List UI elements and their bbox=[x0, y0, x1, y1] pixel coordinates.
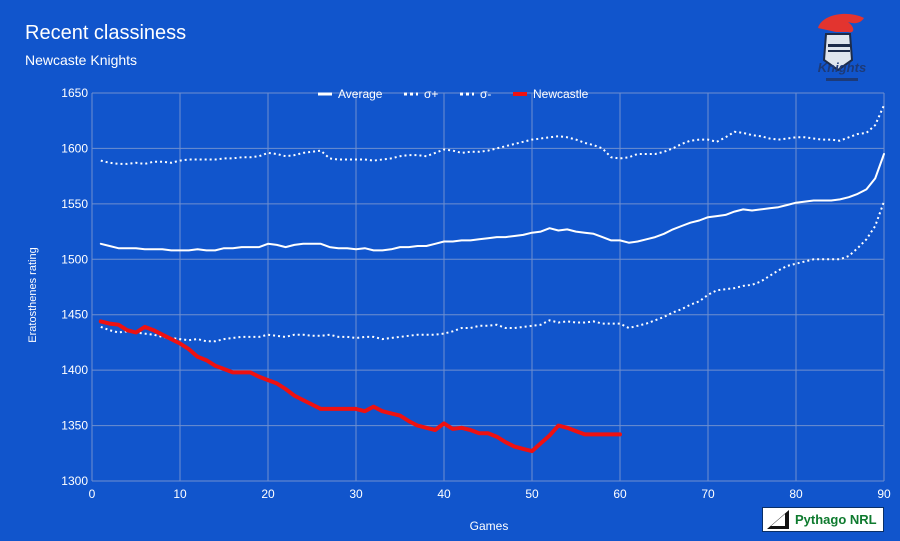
pythago-logo-icon bbox=[765, 508, 791, 531]
x-tick-label: 40 bbox=[437, 487, 451, 501]
x-tick-label: 80 bbox=[789, 487, 803, 501]
legend-label: Newcastle bbox=[533, 87, 589, 101]
knights-logo-icon: Knights bbox=[808, 10, 878, 90]
y-axis-label: Eratosthenes rating bbox=[27, 247, 39, 342]
y-tick-label: 1350 bbox=[61, 419, 88, 433]
series-line-2 bbox=[100, 104, 885, 165]
series-lines bbox=[98, 104, 885, 454]
series-line-3 bbox=[100, 201, 885, 343]
y-tick-label: 1500 bbox=[61, 252, 88, 266]
x-tick-label: 30 bbox=[349, 487, 363, 501]
legend-label: σ+ bbox=[424, 87, 438, 101]
x-tick-label: 0 bbox=[89, 487, 96, 501]
y-tick-label: 1550 bbox=[61, 197, 88, 211]
legend-label: σ- bbox=[480, 87, 491, 101]
series-line-4 bbox=[98, 319, 622, 454]
chart-title: Recent classiness bbox=[25, 22, 187, 44]
pythago-badge-text: Pythago NRL bbox=[795, 512, 877, 527]
y-tick-label: 1650 bbox=[61, 86, 88, 100]
x-tick-label: 70 bbox=[701, 487, 715, 501]
y-tick-label: 1450 bbox=[61, 308, 88, 322]
x-tick-label: 10 bbox=[173, 487, 187, 501]
series-line-1 bbox=[99, 153, 885, 252]
y-tick-label: 1600 bbox=[61, 141, 88, 155]
chart-subtitle: Newcaste Knights bbox=[25, 52, 138, 68]
knights-logo-text: Knights bbox=[818, 60, 866, 75]
x-tick-label: 50 bbox=[525, 487, 539, 501]
y-tick-label: 1300 bbox=[61, 474, 88, 488]
legend: Average σ+ σ- Newcastle bbox=[318, 87, 589, 101]
x-axis-label: Games bbox=[470, 519, 509, 533]
x-tick-labels: 0 10 20 30 40 50 60 70 80 90 bbox=[89, 487, 891, 501]
x-tick-label: 20 bbox=[261, 487, 275, 501]
x-tick-label: 60 bbox=[613, 487, 627, 501]
y-tick-labels: 1300 1350 1400 1450 1500 1550 1600 1650 bbox=[61, 86, 88, 488]
pythago-badge: Pythago NRL bbox=[762, 507, 884, 532]
y-tick-label: 1400 bbox=[61, 363, 88, 377]
x-tick-label: 90 bbox=[877, 487, 891, 501]
legend-label: Average bbox=[338, 87, 383, 101]
